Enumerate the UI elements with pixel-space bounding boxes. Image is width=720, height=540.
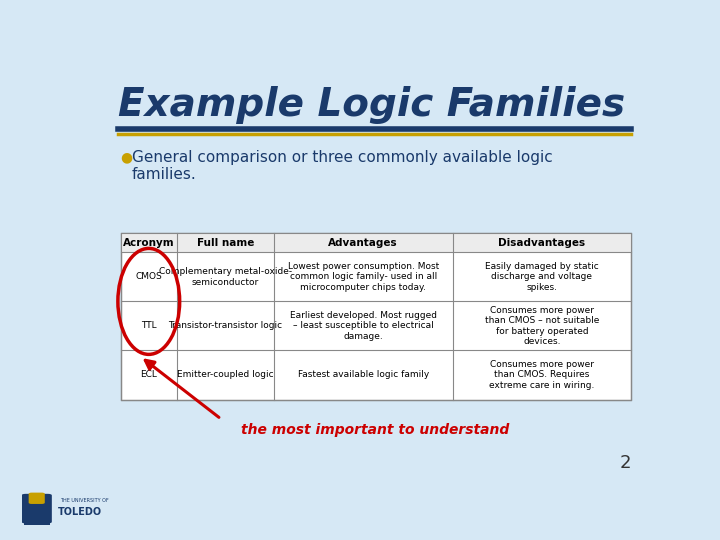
Text: CMOS: CMOS — [135, 272, 162, 281]
Text: Earliest developed. Most rugged
– least susceptible to electrical
damage.: Earliest developed. Most rugged – least … — [289, 311, 437, 341]
Text: Advantages: Advantages — [328, 238, 398, 248]
Text: Complementary metal-oxide-
semiconductor: Complementary metal-oxide- semiconductor — [159, 267, 292, 287]
Text: TTL: TTL — [141, 321, 156, 330]
Bar — [121, 233, 631, 252]
Bar — [24, 521, 50, 525]
Text: ●: ● — [121, 150, 132, 164]
Text: Transistor-transistor logic: Transistor-transistor logic — [168, 321, 282, 330]
Text: Easily damaged by static
discharge and voltage
spikes.: Easily damaged by static discharge and v… — [485, 262, 599, 292]
Text: Emitter-coupled logic: Emitter-coupled logic — [177, 370, 274, 380]
Text: Lowest power consumption. Most
common logic family- used in all
microcomputer ch: Lowest power consumption. Most common lo… — [287, 262, 438, 292]
FancyBboxPatch shape — [22, 494, 52, 523]
Text: the most important to understand: the most important to understand — [240, 423, 509, 437]
FancyBboxPatch shape — [29, 492, 45, 504]
Text: Fastest available logic family: Fastest available logic family — [297, 370, 429, 380]
Text: THE UNIVERSITY OF: THE UNIVERSITY OF — [60, 498, 109, 503]
Text: Acronym: Acronym — [123, 238, 174, 248]
Text: Consumes more power
than CMOS – not suitable
for battery operated
devices.: Consumes more power than CMOS – not suit… — [485, 306, 599, 346]
Text: 2: 2 — [620, 454, 631, 472]
Text: Example Logic Families: Example Logic Families — [118, 85, 625, 124]
Text: TOLEDO: TOLEDO — [58, 508, 102, 517]
Text: General comparison or three commonly available logic
families.: General comparison or three commonly ava… — [132, 150, 553, 183]
Text: Disadvantages: Disadvantages — [498, 238, 585, 248]
Text: ECL: ECL — [140, 370, 157, 380]
Text: Full name: Full name — [197, 238, 254, 248]
Text: Consumes more power
than CMOS. Requires
extreme care in wiring.: Consumes more power than CMOS. Requires … — [489, 360, 595, 390]
Bar — [121, 233, 631, 400]
